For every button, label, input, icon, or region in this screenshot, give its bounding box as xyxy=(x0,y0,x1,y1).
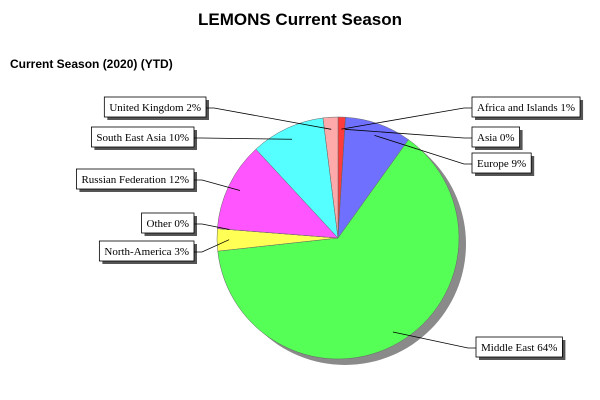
slice-label: Asia 0% xyxy=(477,132,515,144)
leader-line xyxy=(194,137,293,140)
slice-label: South East Asia 10% xyxy=(96,132,189,144)
slice-label: Middle East 64% xyxy=(481,342,557,354)
slice-value-label: 12% xyxy=(169,174,189,186)
leader-line xyxy=(341,107,472,130)
leader-line xyxy=(194,179,241,191)
slice-label: North-America 3% xyxy=(104,246,189,258)
chart-subtitle: Current Season (2020) (YTD) xyxy=(10,57,173,71)
label-box xyxy=(103,96,207,118)
label-box xyxy=(471,152,532,174)
slice-name: North-America xyxy=(104,246,171,258)
label-box xyxy=(91,126,195,148)
slice-name: Africa and Islands xyxy=(477,102,558,114)
slice-label: United Kingdom 2% xyxy=(109,102,201,114)
slice-name: South East Asia xyxy=(96,132,166,144)
slice-value-label: 1% xyxy=(560,102,575,114)
label-box xyxy=(98,240,195,262)
labels: Africa and Islands 1% Asia 0% Europe 9% Mid… xyxy=(76,96,584,360)
label-box xyxy=(471,126,520,148)
leader-line xyxy=(374,135,472,165)
label-box xyxy=(475,336,563,358)
slice-value-label: 3% xyxy=(174,246,189,258)
slice-name: Russian Federation xyxy=(81,174,166,186)
slice-name: Middle East xyxy=(481,342,534,354)
slice-value-label: 0% xyxy=(174,218,189,230)
chart-title: LEMONS Current Season xyxy=(198,10,402,29)
leader-line xyxy=(392,331,476,349)
slice-name: United Kingdom xyxy=(109,102,184,114)
pie-slice xyxy=(322,116,339,239)
slice-value-label: 64% xyxy=(537,342,557,354)
slice-value-label: 9% xyxy=(512,158,527,170)
slice-value-label: 0% xyxy=(500,132,515,144)
leader-line xyxy=(194,239,230,253)
leader-line xyxy=(344,128,472,139)
pie-slice xyxy=(217,139,460,360)
slice-name: Europe xyxy=(477,158,509,170)
pie-slice xyxy=(217,148,339,239)
leader-line xyxy=(206,107,332,130)
slice-name: Other xyxy=(147,218,172,230)
slice-label: Russian Federation 12% xyxy=(81,174,189,186)
slice-value-label: 10% xyxy=(169,132,189,144)
slice-name: Asia xyxy=(477,132,497,144)
label-box xyxy=(76,168,195,190)
slice-label: Africa and Islands 1% xyxy=(477,102,575,114)
label-box xyxy=(141,212,195,234)
slice-label: Other 0% xyxy=(147,218,189,230)
leader-line xyxy=(194,223,230,230)
slice-label: Europe 9% xyxy=(477,158,526,170)
slice-value-label: 2% xyxy=(186,102,201,114)
pie-slice xyxy=(255,117,339,239)
label-box xyxy=(471,96,581,118)
